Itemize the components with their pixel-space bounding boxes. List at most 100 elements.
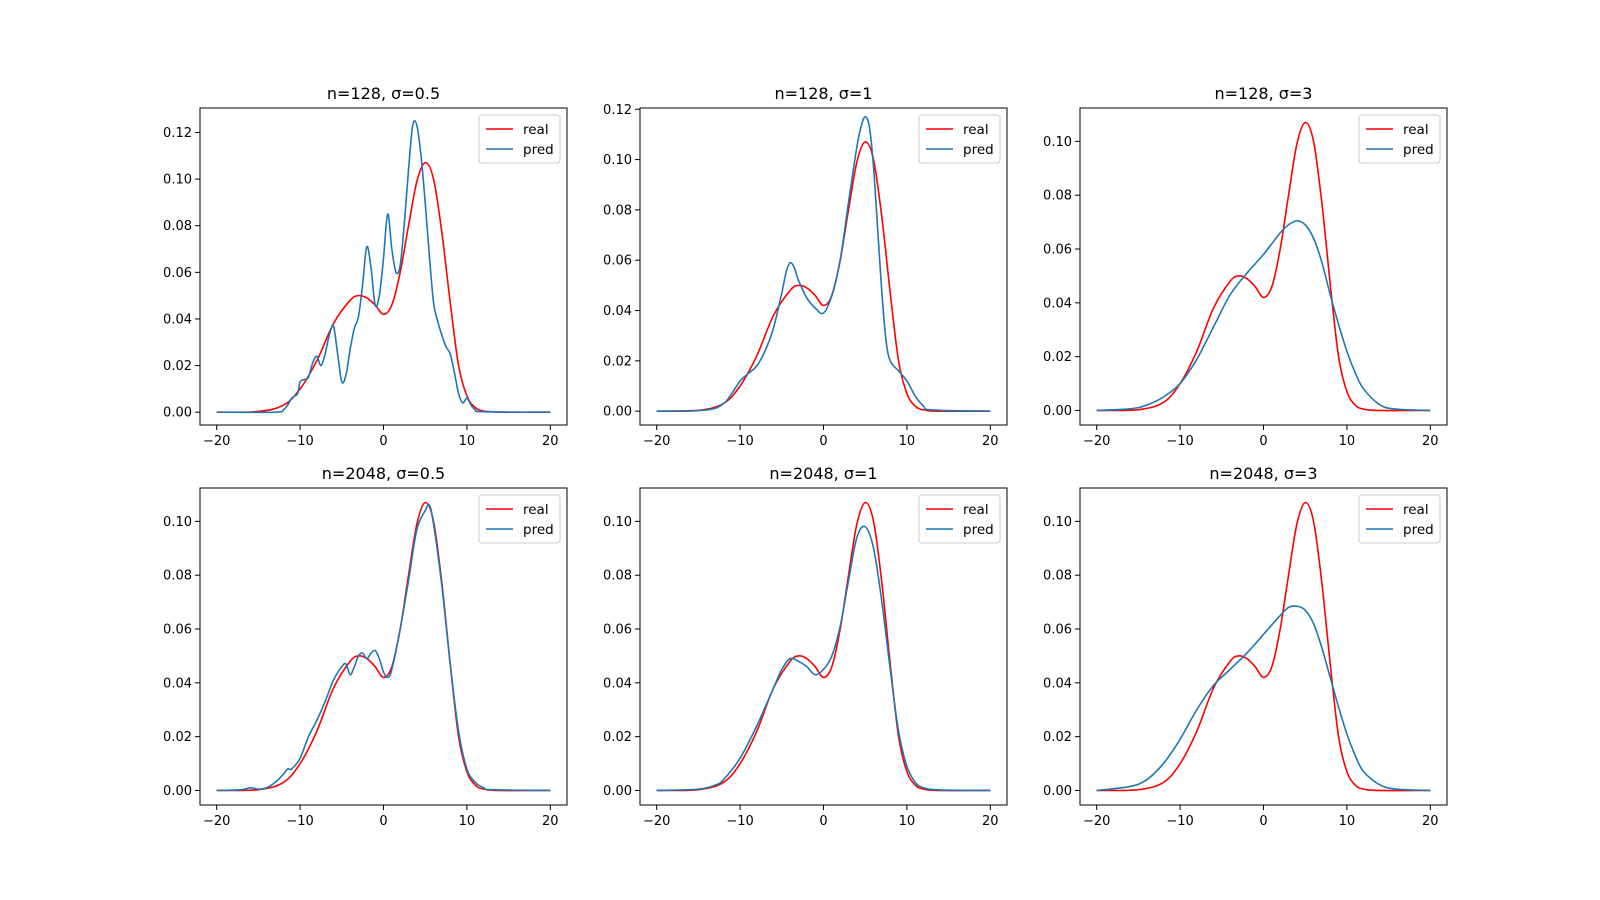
y-tick-label: 0.06 [163, 266, 192, 281]
y-tick-label: 0.12 [163, 126, 192, 141]
subplot-1: n=128, σ=0.5 −20 −10 0 10 20 0.00 0.02 0.04 0.06 0… [163, 84, 568, 449]
y-tick-label: 0.08 [163, 569, 192, 584]
x-tick-label: 20 [542, 814, 559, 829]
y-tick-label: 0.04 [163, 312, 192, 327]
series-line-real [216, 501, 551, 792]
y-tick-label: 0.06 [1043, 243, 1072, 258]
y-tick-label: 0.12 [603, 103, 632, 118]
series-line-real [1096, 121, 1431, 412]
x-tick-label: −20 [643, 434, 670, 449]
y-tick-label: 0.00 [1043, 404, 1072, 419]
legend: real pred [1358, 114, 1441, 164]
y-tick-label: 0.04 [603, 676, 632, 691]
legend: real pred [478, 114, 561, 164]
x-tick-label: −10 [1166, 814, 1193, 829]
legend-label-pred: pred [523, 142, 554, 158]
subplot-5: n=2048, σ=1 −20 −10 0 10 20 0.00 0.02 0.04 0.06 0.… [603, 464, 1008, 829]
legend-label-real: real [1403, 122, 1429, 138]
x-tick-label: 0 [819, 434, 827, 449]
legend-box [478, 114, 561, 164]
y-tick-label: 0.02 [603, 354, 632, 369]
y-tick-label: 0.08 [163, 219, 192, 234]
x-tick-label: 0 [379, 434, 387, 449]
x-tick-label: 0 [819, 814, 827, 829]
subplot-6: n=2048, σ=3 −20 −10 0 10 20 0.00 0.02 0.04 0.06 0.… [1043, 464, 1448, 829]
x-tick-label: 10 [899, 434, 916, 449]
legend: real pred [1358, 494, 1441, 544]
y-tick-label: 0.06 [1043, 623, 1072, 638]
y-tick-label: 0.08 [603, 569, 632, 584]
x-tick-label: −10 [286, 814, 313, 829]
x-tick-label: −10 [1166, 434, 1193, 449]
x-tick-label: 20 [542, 434, 559, 449]
y-tick-label: 0.10 [163, 515, 192, 530]
x-tick-label: 20 [982, 814, 999, 829]
subplot-title: n=2048, σ=3 [1209, 464, 1317, 483]
x-tick-label: 10 [459, 814, 476, 829]
y-tick-label: 0.00 [603, 405, 632, 420]
series-line-pred [1096, 219, 1431, 412]
legend-box [478, 494, 561, 544]
legend-label-pred: pred [963, 522, 994, 538]
legend-label-real: real [523, 502, 549, 518]
x-tick-label: −20 [203, 814, 230, 829]
x-tick-label: 0 [1259, 434, 1267, 449]
legend: real pred [918, 494, 1001, 544]
y-tick-label: 0.10 [603, 515, 632, 530]
legend-label-real: real [1403, 502, 1429, 518]
legend: real pred [918, 114, 1001, 164]
y-tick-label: 0.00 [163, 406, 192, 421]
legend-label-real: real [963, 502, 989, 518]
y-tick-label: 0.04 [603, 304, 632, 319]
y-tick-label: 0.00 [603, 784, 632, 799]
series-line-pred [216, 120, 551, 414]
y-tick-label: 0.04 [1043, 296, 1072, 311]
x-tick-label: −10 [726, 814, 753, 829]
x-tick-label: 10 [1339, 814, 1356, 829]
x-tick-label: 20 [982, 434, 999, 449]
legend-label-pred: pred [523, 522, 554, 538]
y-tick-label: 0.08 [603, 203, 632, 218]
x-tick-label: 10 [1339, 434, 1356, 449]
x-tick-label: −20 [1083, 434, 1110, 449]
y-tick-label: 0.02 [1043, 730, 1072, 745]
y-tick-label: 0.04 [163, 676, 192, 691]
subplot-4: n=2048, σ=0.5 −20 −10 0 10 20 0.00 0.02 0.04 0.06… [163, 464, 568, 829]
subplot-title: n=2048, σ=0.5 [322, 464, 445, 483]
y-tick-label: 0.02 [163, 359, 192, 374]
y-tick-label: 0.10 [163, 173, 192, 188]
legend-box [918, 114, 1001, 164]
x-tick-label: 10 [459, 434, 476, 449]
subplot-3: n=128, σ=3 −20 −10 0 10 20 0.00 0.02 0.04 0.06 0.0… [1043, 84, 1448, 449]
y-tick-label: 0.08 [1043, 569, 1072, 584]
legend-label-pred: pred [963, 142, 994, 158]
y-tick-label: 0.08 [1043, 189, 1072, 204]
x-tick-label: 20 [1422, 814, 1439, 829]
y-tick-label: 0.10 [1043, 135, 1072, 150]
x-tick-label: −10 [286, 434, 313, 449]
y-tick-label: 0.00 [163, 784, 192, 799]
subplot-2: n=128, σ=1 −20 −10 0 10 20 0.00 0.02 0.04 0.06 0.0… [603, 84, 1008, 449]
legend-box [1358, 114, 1441, 164]
series-line-pred [1096, 605, 1431, 792]
legend-label-pred: pred [1403, 142, 1434, 158]
legend-label-real: real [963, 122, 989, 138]
legend-label-real: real [523, 122, 549, 138]
y-tick-label: 0.02 [163, 730, 192, 745]
y-tick-label: 0.06 [163, 623, 192, 638]
series-line-pred [656, 116, 991, 412]
y-tick-label: 0.00 [1043, 784, 1072, 799]
legend-box [1358, 494, 1441, 544]
y-tick-label: 0.10 [603, 153, 632, 168]
y-tick-label: 0.04 [1043, 676, 1072, 691]
series-line-real [216, 161, 551, 414]
y-tick-label: 0.02 [603, 730, 632, 745]
legend-box [918, 494, 1001, 544]
series-line-pred [216, 503, 551, 792]
subplot-title: n=128, σ=1 [775, 84, 873, 103]
x-tick-label: 20 [1422, 434, 1439, 449]
x-tick-label: −20 [643, 814, 670, 829]
subplot-title: n=2048, σ=1 [769, 464, 877, 483]
y-tick-label: 0.02 [1043, 350, 1072, 365]
y-tick-label: 0.06 [603, 254, 632, 269]
